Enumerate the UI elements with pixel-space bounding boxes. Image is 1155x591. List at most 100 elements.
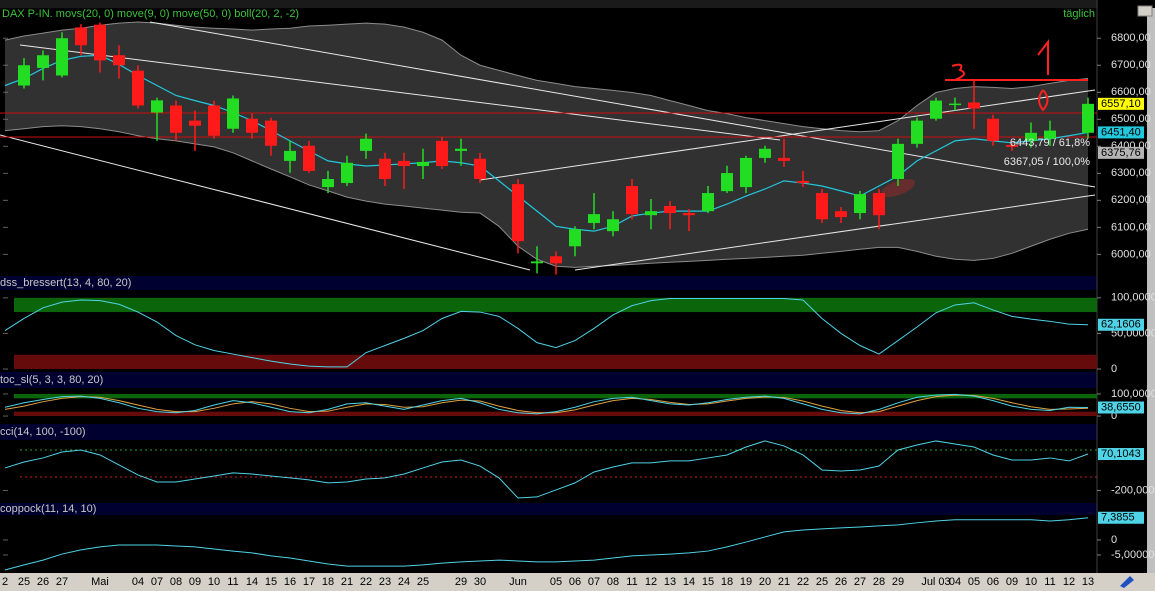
x-tick-label: 19 <box>740 576 752 588</box>
x-tick-label: 16 <box>284 576 296 588</box>
candle-body <box>284 150 296 161</box>
period-label: täglich <box>1063 8 1095 20</box>
window-button[interactable] <box>1137 5 1153 17</box>
panel-title: toc_sl(5, 3, 3, 80, 20) <box>0 374 103 386</box>
x-tick-label: Jul 03 <box>921 576 950 588</box>
candle-body <box>1044 130 1056 139</box>
candle-body <box>759 148 771 158</box>
candle-body <box>360 138 372 151</box>
x-tick-label: 25 <box>816 576 828 588</box>
y-tick-label: 0 <box>1111 363 1117 375</box>
x-tick-label: 18 <box>721 576 733 588</box>
indicator-line <box>4 393 1089 415</box>
trendline <box>0 134 531 271</box>
trendline <box>149 21 1096 188</box>
candle-body <box>1006 144 1018 147</box>
x-axis-strip <box>0 573 1155 591</box>
candle-body <box>151 100 163 113</box>
x-tick-label: 11 <box>626 576 637 588</box>
x-tick-label: 11 <box>227 576 238 588</box>
candle-body <box>37 55 49 68</box>
x-tick-label: 07 <box>588 576 600 588</box>
x-tick-label: 12 <box>1063 576 1075 588</box>
x-tick-label: 09 <box>1006 576 1018 588</box>
value-label: 38,6550 <box>1101 401 1141 413</box>
candle-body <box>94 24 106 61</box>
x-tick-label: 04 <box>132 576 144 588</box>
scrollbar[interactable] <box>1147 8 1155 573</box>
hand-drawing <box>880 178 916 198</box>
y-tick-label: 6700,00 <box>1111 59 1151 71</box>
candle-body <box>18 65 30 86</box>
x-tick-label: 27 <box>56 576 68 588</box>
y-tick-label: 6600,00 <box>1111 86 1151 98</box>
x-tick-label: 26 <box>835 576 847 588</box>
x-tick-label: 06 <box>569 576 581 588</box>
candle-body <box>797 180 809 184</box>
candle-body <box>398 160 410 167</box>
price-label: 6375,76 <box>1101 147 1141 159</box>
toolbar-icon[interactable] <box>1120 576 1134 588</box>
candle-body <box>702 193 714 212</box>
hand-drawing <box>945 39 1088 112</box>
x-tick-label: 09 <box>189 576 201 588</box>
value-label-box <box>1098 126 1144 139</box>
panel-strip <box>0 424 1097 440</box>
candle-body <box>987 118 999 141</box>
value-label: 6557,10 <box>1101 98 1141 110</box>
y-tick-label: 6200,00 <box>1111 194 1151 206</box>
candle-body <box>75 27 87 46</box>
candle-body <box>873 193 885 216</box>
x-tick-label: 20 <box>759 576 771 588</box>
panel-title: dss_bressert(13, 4, 80, 20) <box>0 277 131 289</box>
top-strip <box>0 0 1097 8</box>
panel-strip <box>0 276 1097 290</box>
candle-body <box>322 178 334 188</box>
indicator-line <box>4 440 1089 499</box>
candle-body <box>588 214 600 224</box>
x-tick-label: 07 <box>151 576 163 588</box>
x-tick-label: 25 <box>18 576 30 588</box>
candle-body <box>436 140 448 167</box>
candle-body <box>341 162 353 184</box>
x-tick-label: 08 <box>607 576 619 588</box>
candle-body <box>455 148 467 151</box>
candle-body <box>474 158 486 179</box>
value-label-box <box>1098 318 1144 331</box>
candle-body <box>303 145 315 171</box>
x-tick-label: 26 <box>37 576 49 588</box>
x-tick-label: 11 <box>1044 576 1055 588</box>
panel-title: cci(14, 100, -100) <box>0 426 86 438</box>
candle-body <box>911 120 923 144</box>
price-label-box <box>1098 146 1144 159</box>
candle-body <box>550 256 562 264</box>
candle-body <box>113 55 125 66</box>
candle-body <box>778 157 790 161</box>
panel-strip <box>0 503 1097 515</box>
candle-body <box>816 193 828 220</box>
y-tick-label: 0 <box>1111 534 1117 546</box>
y-tick-label: 6000,00 <box>1111 248 1151 260</box>
candle-body <box>1082 103 1094 133</box>
candle-body <box>417 161 429 167</box>
x-tick-label: 10 <box>1025 576 1037 588</box>
x-tick-label: 05 <box>968 576 980 588</box>
value-label-box <box>1098 511 1144 524</box>
candle-body <box>56 38 68 76</box>
x-tick-label: Mai <box>91 576 109 588</box>
x-tick-label: 13 <box>1082 576 1094 588</box>
x-tick-label: 30 <box>474 576 486 588</box>
value-label-box <box>1098 97 1144 110</box>
indicator-line <box>4 298 1089 368</box>
x-tick-label: 25 <box>417 576 429 588</box>
candle-body <box>246 118 258 133</box>
value-label-box <box>1098 448 1144 461</box>
x-tick-label: 22 <box>797 576 809 588</box>
value-label: 62,1606 <box>1101 319 1141 331</box>
zone <box>14 297 1097 313</box>
candle-body <box>170 105 182 133</box>
candle-body <box>132 70 144 106</box>
x-tick-label: 21 <box>778 576 790 588</box>
